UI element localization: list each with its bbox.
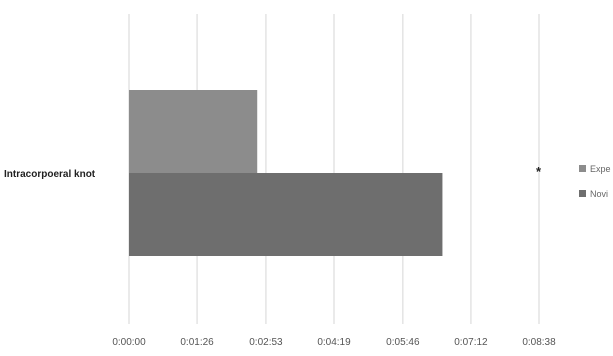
x-tick-label: 0:07:12 bbox=[454, 337, 488, 348]
x-tick-label: 0:02:53 bbox=[249, 337, 283, 348]
gridlines bbox=[128, 14, 540, 324]
bar-novi bbox=[129, 173, 443, 256]
category-label: Intracorpoeral knot bbox=[4, 169, 96, 180]
x-tick-label: 0:05:46 bbox=[386, 337, 420, 348]
x-tick-label: 0:08:38 bbox=[522, 337, 556, 348]
x-tick-label: 0:01:26 bbox=[180, 337, 214, 348]
bar-expe bbox=[129, 90, 258, 173]
x-tick-label: 0:04:19 bbox=[317, 337, 351, 348]
legend-label: Expe bbox=[590, 164, 611, 174]
bars bbox=[129, 90, 443, 256]
legend-swatch bbox=[579, 190, 586, 197]
significance-asterisk: * bbox=[536, 164, 542, 179]
legend-swatch bbox=[579, 165, 586, 172]
x-tick-label: 0:00:00 bbox=[112, 337, 146, 348]
legend-label: Novi bbox=[590, 189, 608, 199]
x-axis-ticks: 0:00:00 0:01:26 0:02:53 0:04:19 0:05:46 0:07:… bbox=[112, 337, 556, 348]
legend: Expe Novi bbox=[579, 164, 611, 199]
